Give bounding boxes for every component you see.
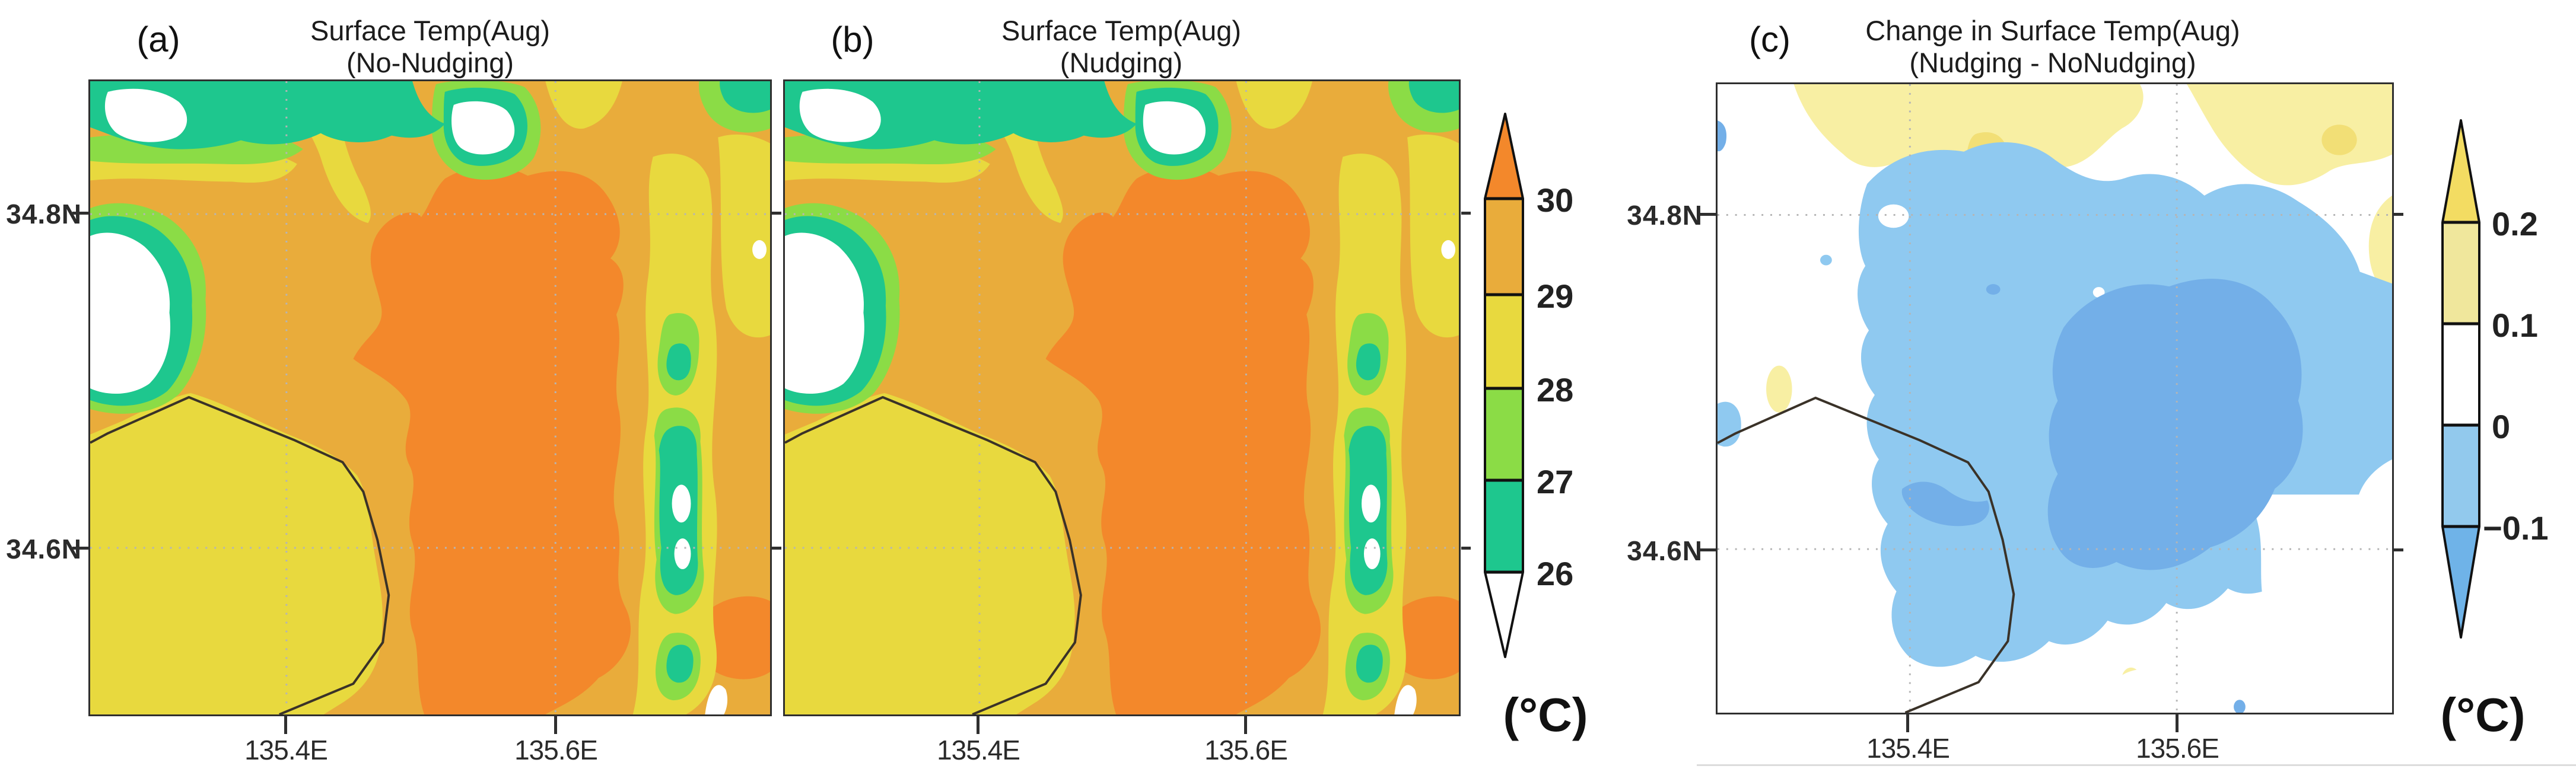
blob bbox=[2234, 700, 2246, 713]
panel-a-map bbox=[88, 79, 772, 716]
blob bbox=[2186, 84, 2392, 186]
panel-a-letter: (a) bbox=[136, 20, 180, 59]
panel-a-bottom-tick bbox=[554, 716, 557, 734]
blob bbox=[2368, 195, 2392, 298]
cbar2-label-0-1: 0.1 bbox=[2492, 307, 2538, 344]
cbar2-label-neg-0-1: −0.1 bbox=[2483, 509, 2549, 547]
cbar-seg-0-1-0-2 bbox=[2443, 222, 2479, 324]
panel-c-left-tick bbox=[1699, 548, 1716, 551]
panel-b-letter: (b) bbox=[831, 20, 874, 59]
panel-a-left-tick bbox=[72, 547, 89, 550]
darkblue-regions bbox=[1718, 120, 2303, 713]
panel-c-letter: (c) bbox=[1749, 20, 1791, 59]
panel-a-ytick-34-8n: 34.8N bbox=[6, 199, 82, 229]
cbar2-unit-degc: (°C) bbox=[2440, 688, 2526, 741]
blob bbox=[2321, 125, 2357, 155]
panel-c-bottom-tick bbox=[1906, 714, 1909, 732]
panel-c-xtick-135-4e: 135.4E bbox=[1866, 733, 1950, 764]
cbar2-label-0-2: 0.2 bbox=[2492, 205, 2538, 242]
panel-b-right-tick bbox=[1461, 212, 1471, 215]
cbar-seg-neg0-1-0 bbox=[2443, 425, 2479, 527]
blob bbox=[1766, 365, 1792, 413]
coastline bbox=[1718, 397, 2015, 713]
cbar-seg-27-28 bbox=[1485, 388, 1523, 480]
blob bbox=[1986, 284, 2001, 295]
blob bbox=[2047, 279, 2303, 570]
panel-a-bottom-tick bbox=[284, 716, 287, 734]
panel-b-xtick-135-6e: 135.6E bbox=[1204, 735, 1288, 765]
panel-a-svg bbox=[90, 81, 770, 714]
page-border-artifact bbox=[1697, 764, 2576, 766]
panel-b-title-line2: (Nudging) bbox=[1060, 47, 1183, 78]
cbar-separators bbox=[2443, 221, 2479, 528]
cbar-seg-0-0-1 bbox=[2443, 324, 2479, 425]
cbar-cap-above-30 bbox=[1485, 114, 1523, 199]
map-b-use bbox=[785, 81, 1459, 714]
panel-c-ytick-34-6n: 34.6N bbox=[1627, 535, 1703, 566]
panel-c-ytick-34-8n: 34.8N bbox=[1627, 200, 1703, 231]
cbar-outline bbox=[1484, 113, 1524, 658]
blob bbox=[2092, 287, 2105, 298]
panel-a-ytick-34-6n: 34.6N bbox=[6, 534, 82, 564]
panel-a-right-tick bbox=[772, 212, 781, 215]
panel-c-map bbox=[1716, 82, 2394, 714]
cbar2-label-0: 0 bbox=[2492, 408, 2511, 445]
panel-a-xtick-135-6e: 135.6E bbox=[514, 735, 598, 765]
cbar-separators bbox=[1485, 197, 1523, 574]
cbar-cap-above-0-2 bbox=[2443, 120, 2479, 222]
colorbar-difference bbox=[2438, 119, 2483, 643]
colorbar-temperature bbox=[1483, 113, 1527, 661]
blob bbox=[1718, 120, 1727, 152]
panel-c-right-tick bbox=[2394, 213, 2403, 216]
panel-c-bottom-tick bbox=[2176, 714, 2179, 732]
panel-a-title-line2: (No-Nudging) bbox=[346, 47, 514, 78]
panel-c-svg bbox=[1718, 84, 2392, 713]
cbar-seg-26-27 bbox=[1485, 480, 1523, 572]
cbar-seg-28-29 bbox=[1485, 295, 1523, 388]
panel-a-xtick-135-4e: 135.4E bbox=[244, 735, 328, 765]
panel-a-title-line1: Surface Temp(Aug) bbox=[310, 15, 551, 46]
blob bbox=[1820, 254, 1832, 266]
cbar-cap-below-26 bbox=[1485, 572, 1523, 657]
blob bbox=[1901, 481, 1989, 527]
panel-c-right-tick bbox=[2394, 548, 2403, 551]
cbar1-label-27: 27 bbox=[1537, 463, 1574, 500]
panel-a-right-tick bbox=[772, 547, 781, 550]
panel-b-xtick-135-4e: 135.4E bbox=[937, 735, 1020, 765]
panel-a-left-tick bbox=[72, 212, 89, 215]
cbar1-label-29: 29 bbox=[1537, 277, 1574, 315]
panel-c-left-tick bbox=[1699, 213, 1716, 216]
panel-b-bottom-tick bbox=[1244, 716, 1247, 734]
panel-b-map bbox=[783, 79, 1461, 716]
blob bbox=[1793, 84, 2144, 184]
cbar-cap-below-neg0-1 bbox=[2443, 527, 2479, 637]
panel-c-xtick-135-6e: 135.6E bbox=[2136, 733, 2219, 764]
cbar-outline bbox=[2441, 119, 2480, 639]
map-a-use bbox=[90, 81, 770, 714]
colorbar-temperature-svg bbox=[1484, 113, 1524, 658]
panel-b-title-line1: Surface Temp(Aug) bbox=[1001, 15, 1242, 46]
cbar1-unit-degc: (°C) bbox=[1503, 688, 1588, 741]
cbar-seg-29-30 bbox=[1485, 199, 1523, 295]
blob bbox=[1878, 204, 1909, 228]
panel-b-svg bbox=[785, 81, 1459, 714]
panel-b-right-tick bbox=[1461, 547, 1471, 550]
cbar1-label-30: 30 bbox=[1537, 181, 1574, 219]
blob bbox=[1718, 401, 1741, 447]
cbar1-label-26: 26 bbox=[1537, 555, 1574, 592]
panel-c-title-line2: (Nudging - NoNudging) bbox=[1909, 47, 2196, 78]
panel-c-title-line1: Change in Surface Temp(Aug) bbox=[1865, 15, 2240, 46]
panel-b-bottom-tick bbox=[977, 716, 979, 734]
colorbar-difference-svg bbox=[2441, 119, 2480, 639]
cbar1-label-28: 28 bbox=[1537, 371, 1574, 409]
